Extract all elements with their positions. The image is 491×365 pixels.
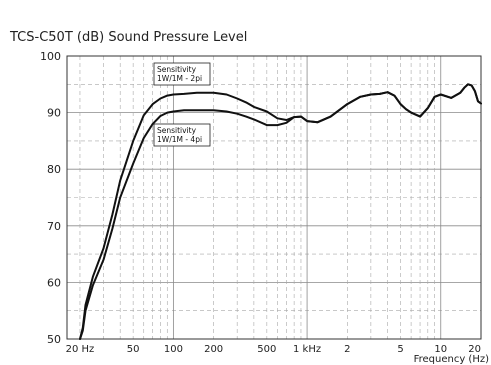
annotation-2pi-line1: Sensitivity xyxy=(157,65,197,74)
plot-frame xyxy=(66,55,482,340)
series-line-1 xyxy=(79,83,482,340)
x-tick-label: 5 xyxy=(397,344,403,355)
x-tick-label: 1 kHz xyxy=(293,344,321,355)
x-tick-label: 10 xyxy=(434,344,447,355)
y-tick-label: 100 xyxy=(40,50,61,63)
y-axis: 50 60 70 80 90 100 xyxy=(40,50,61,346)
chart-title: TCS-C50T (dB) Sound Pressure Level xyxy=(9,30,247,45)
annotation-4pi-box xyxy=(153,123,211,147)
annotation-4pi: Sensitivity 1W/1M - 4pi xyxy=(153,123,211,147)
x-tick-label: 20 Hz xyxy=(66,344,95,355)
annotation-4pi-line2: 1W/1M - 4pi xyxy=(157,135,202,144)
x-axis-title: Frequency (Hz) xyxy=(414,354,490,365)
series-group xyxy=(79,83,482,340)
series-line-2 xyxy=(79,83,482,340)
x-axis: 20 Hz 50 100 200 500 1 kHz 2 5 10 20 xyxy=(66,344,481,355)
annotation-4pi-line1: Sensitivity xyxy=(157,126,197,135)
annotation-2pi-box xyxy=(153,62,211,86)
x-tick-label: 500 xyxy=(257,344,276,355)
x-tick-label: 50 xyxy=(127,344,140,355)
y-tick-label: 90 xyxy=(47,107,61,120)
y-tick-label: 70 xyxy=(47,220,61,233)
annotation-2pi-line2: 1W/1M - 2pi xyxy=(157,74,202,83)
y-tick-label: 80 xyxy=(47,163,61,176)
annotation-2pi: Sensitivity 1W/1M - 2pi xyxy=(153,62,211,86)
x-tick-label: 2 xyxy=(344,344,350,355)
x-tick-label: 100 xyxy=(164,344,183,355)
x-tick-label: 20 xyxy=(468,344,481,355)
x-tick-label: 200 xyxy=(204,344,223,355)
y-tick-label: 60 xyxy=(47,276,61,289)
grid xyxy=(67,56,481,339)
y-tick-label: 50 xyxy=(47,333,61,346)
